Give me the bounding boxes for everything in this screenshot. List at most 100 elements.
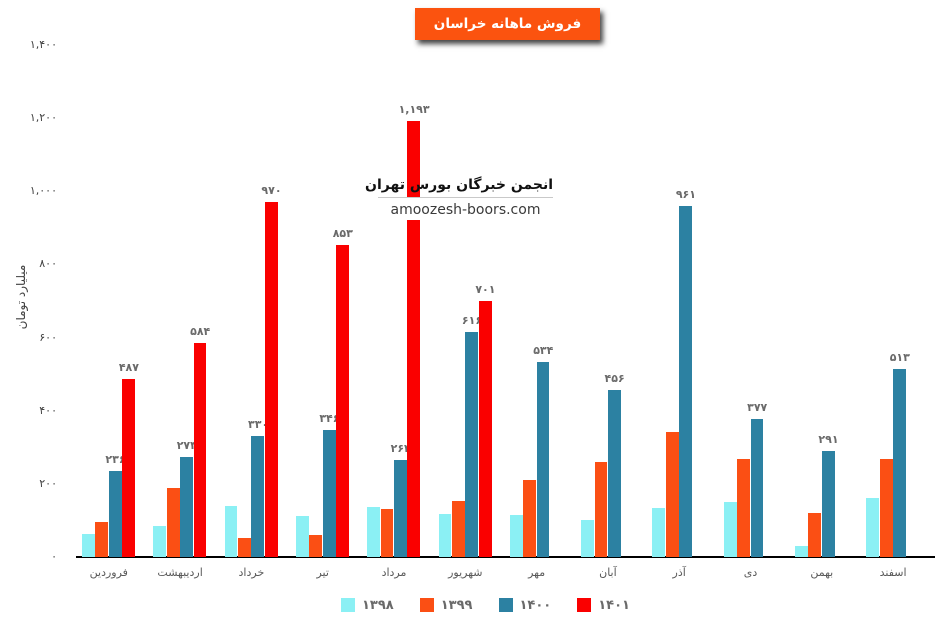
legend-item-3: ۱۴۰۰ xyxy=(498,597,552,613)
bar-series-3 xyxy=(893,369,906,557)
legend-swatch xyxy=(341,598,355,612)
bar-value-label: ۹۶۱ xyxy=(675,187,696,201)
bar-value-label: ۳۷۷ xyxy=(747,401,768,415)
watermark-divider xyxy=(378,197,553,198)
bar-value-label: ۶۱۶ xyxy=(461,313,483,327)
legend-label: ۱۴۰۱ xyxy=(598,597,630,613)
bar-series-2 xyxy=(808,513,822,557)
legend-swatch xyxy=(419,598,434,612)
bar-series-1 xyxy=(438,514,452,557)
bar-series-1 xyxy=(82,534,95,557)
bar-value-label: ۲۳۶ xyxy=(105,452,126,466)
bar-series-3 xyxy=(108,471,122,557)
bar-series-1 xyxy=(723,502,737,557)
bar-series-2 xyxy=(594,462,608,557)
bar-series-4 xyxy=(407,121,421,557)
watermark-url: amoozesh-boors.com xyxy=(390,202,541,218)
legend-label: ۱۳۹۹ xyxy=(440,597,473,613)
bar-value-label: ۲۹۱ xyxy=(818,432,839,446)
bar-series-3 xyxy=(821,451,835,557)
bar-series-4 xyxy=(336,245,349,557)
bar-value-label: ۵۳۴ xyxy=(533,343,554,357)
bar-series-4 xyxy=(193,343,207,557)
x-tick-label: دی xyxy=(743,566,758,579)
bar-series-4 xyxy=(264,202,278,557)
watermark-panel: amoozesh-boors.com xyxy=(378,197,553,220)
bar-series-1 xyxy=(367,507,381,557)
bar-series-1 xyxy=(652,508,666,557)
y-tick-label: ۰ xyxy=(51,550,57,563)
bar-series-3 xyxy=(465,332,479,557)
bar-value-label: ۵۸۴ xyxy=(190,325,211,339)
bar-value-label: ۸۵۳ xyxy=(332,227,353,241)
legend-swatch xyxy=(577,598,592,612)
bar-series-4 xyxy=(478,301,492,557)
bar-value-label: ۴۸۷ xyxy=(118,360,139,374)
bar-series-1 xyxy=(581,520,594,557)
bar-value-label: ۴۵۶ xyxy=(604,372,625,386)
bar-series-2 xyxy=(380,509,394,557)
y-tick-label: ۶۰۰ xyxy=(39,330,57,344)
legend-label: ۱۴۰۰ xyxy=(519,597,552,613)
bar-series-1 xyxy=(295,516,309,557)
x-tick-label: مهر xyxy=(528,566,546,579)
legend-item-4: ۱۴۰۱ xyxy=(577,598,630,613)
x-tick-label: شهریور xyxy=(448,566,483,579)
bar-value-label: ۹۷۰ xyxy=(261,184,282,198)
bar-series-3 xyxy=(536,362,550,557)
legend-item-2: ۱۳۹۹ xyxy=(419,597,473,613)
y-tick-label: ۸۰۰ xyxy=(39,257,57,271)
chart-legend: ۱۳۹۸ ۱۳۹۹ ۱۴۰۰ ۱۴۰۱ xyxy=(0,592,937,618)
bar-value-label: ۷۰۱ xyxy=(475,282,496,296)
x-axis-line xyxy=(76,556,935,558)
bar-series-2 xyxy=(451,501,465,557)
bar-series-1 xyxy=(153,526,167,557)
bar-value-label: ۳۳۰ xyxy=(248,418,269,432)
bar-series-1 xyxy=(795,546,808,557)
watermark: انجمن خبرگان بورس تهران amoozesh-boors.c… xyxy=(365,177,553,220)
bar-series-3 xyxy=(322,430,336,557)
legend-swatch xyxy=(498,598,513,612)
bar-series-2 xyxy=(166,488,180,557)
bar-series-2 xyxy=(238,538,251,557)
legend-item-1: ۱۳۹۸ xyxy=(341,598,394,613)
bar-series-2 xyxy=(665,432,679,557)
x-tick-label: آبان xyxy=(599,566,617,579)
x-tick-label: آذر xyxy=(672,566,686,579)
bar-series-1 xyxy=(866,498,880,557)
bar-series-3 xyxy=(180,457,193,557)
bar-value-label: ۳۴۶ xyxy=(319,412,340,426)
x-tick-label: اردیبهشت xyxy=(157,566,203,579)
bar-value-label: ۲۷۳ xyxy=(176,439,197,453)
watermark-title: انجمن خبرگان بورس تهران xyxy=(365,177,553,193)
legend-label: ۱۳۹۸ xyxy=(362,597,394,613)
x-tick-label: بهمن xyxy=(810,566,834,579)
bar-value-label: ۱,۱۹۳ xyxy=(398,102,430,116)
y-tick-label: ۴۰۰ xyxy=(39,403,57,417)
bar-series-3 xyxy=(607,390,621,557)
y-tick-label: ۱,۰۰۰ xyxy=(29,184,57,198)
bar-value-label: ۵۱۳ xyxy=(889,351,910,365)
bar-series-4 xyxy=(122,379,136,557)
x-tick-label: اسفند xyxy=(879,566,907,579)
chart-title-badge: فروش ماهانه خراسان xyxy=(415,8,600,40)
bar-series-2 xyxy=(737,459,750,557)
bar-value-label: ۲۶۴ xyxy=(390,442,411,456)
bar-series-3 xyxy=(679,206,693,557)
bar-series-1 xyxy=(224,506,238,557)
bar-series-2 xyxy=(95,522,109,557)
x-tick-label: خرداد xyxy=(238,566,265,579)
bar-series-2 xyxy=(879,459,893,557)
bar-series-3 xyxy=(394,460,407,557)
x-tick-label: فروردین xyxy=(89,566,128,579)
bar-series-2 xyxy=(309,535,323,557)
y-tick-label: ۱,۲۰۰ xyxy=(29,111,57,125)
bar-series-1 xyxy=(509,515,523,557)
bar-series-3 xyxy=(750,419,764,557)
x-tick-label: مرداد xyxy=(381,566,407,579)
y-tick-label: ۱,۴۰۰ xyxy=(29,38,57,51)
y-tick-label: ۲۰۰ xyxy=(39,476,57,490)
bar-series-2 xyxy=(523,480,537,557)
